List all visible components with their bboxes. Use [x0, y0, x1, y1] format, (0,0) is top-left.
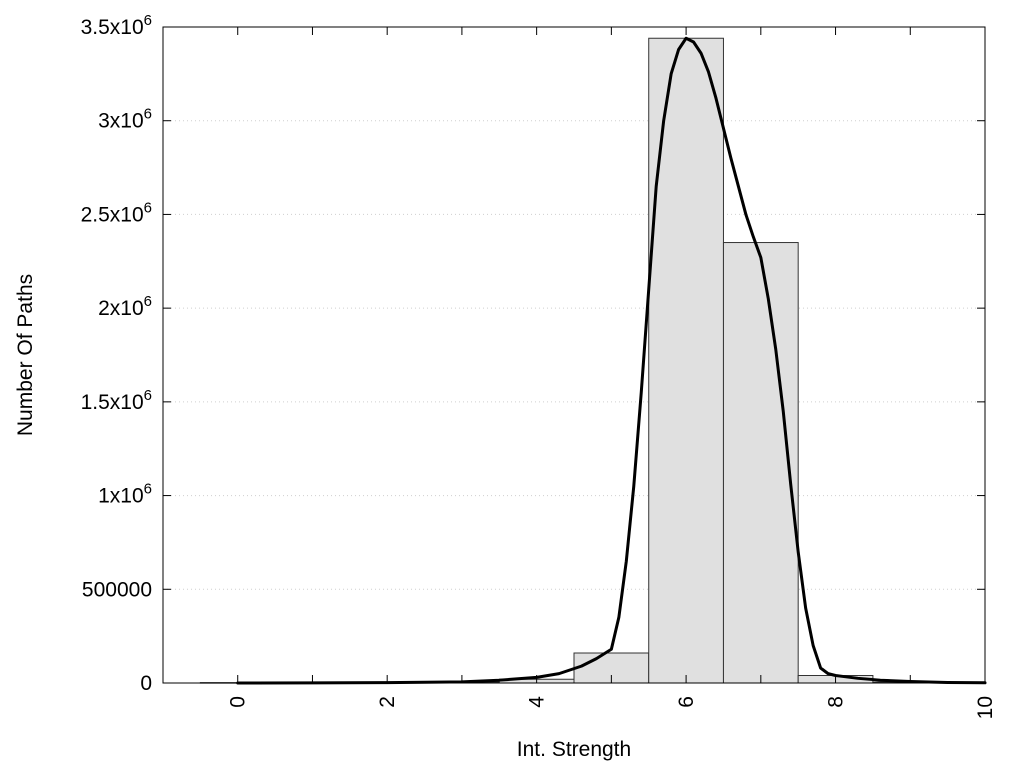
- axis-ticks: [163, 26, 986, 684]
- x-tick-label-4: 8: [825, 696, 848, 708]
- histogram-bars: [199, 37, 949, 684]
- y-tick-labels: 0 500000 1x106 1.5x106 2x106 2.5x106 3x106 3.5x…: [81, 12, 152, 695]
- y-tick-label-7: 3.5x106: [81, 12, 152, 39]
- gridlines: [163, 120, 985, 590]
- y-tick-label-1: 500000: [82, 578, 152, 601]
- x-tick-label-5: 10: [974, 696, 997, 719]
- y-tick-label-4: 2x106: [98, 293, 152, 320]
- x-axis-title: Int. Strength: [517, 738, 631, 761]
- y-axis-title: Number Of Paths: [14, 274, 37, 436]
- y-tick-label-5: 2.5x106: [81, 199, 152, 226]
- histogram-bar-7: [722, 242, 799, 684]
- fit-curve-layer: [236, 36, 987, 685]
- fit-curve-line: [236, 36, 987, 685]
- y-tick-label-0: 0: [140, 672, 152, 695]
- x-tick-label-0: 0: [227, 696, 250, 708]
- x-tick-label-2: 4: [526, 696, 549, 708]
- plot-frame: [162, 26, 986, 684]
- y-tick-label-2: 1x106: [98, 481, 152, 508]
- x-tick-labels: 0 2 4 6 8 10: [227, 696, 997, 720]
- y-tick-label-6: 3x106: [98, 106, 152, 133]
- histogram-bar-6: [648, 37, 724, 684]
- y-tick-label-3: 1.5x106: [81, 387, 152, 414]
- x-tick-label-1: 2: [376, 696, 399, 708]
- x-tick-label-3: 6: [675, 696, 698, 708]
